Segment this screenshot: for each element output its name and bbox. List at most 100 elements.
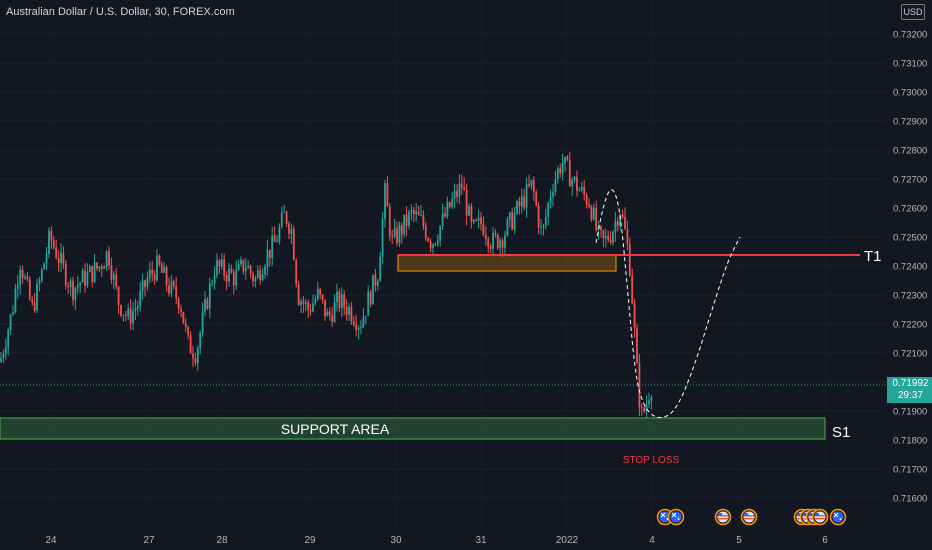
candle-body xyxy=(612,231,614,243)
y-tick-label: 0.72300 xyxy=(893,291,927,302)
candle-body xyxy=(43,263,46,270)
candle-body xyxy=(511,212,514,230)
candle-body xyxy=(141,280,144,292)
candle-body xyxy=(388,206,391,236)
candle-body xyxy=(220,259,223,267)
candle-body xyxy=(436,240,439,244)
candle-body xyxy=(336,291,338,303)
price-axis[interactable]: 0.73200 0.73100 0.73000 0.72900 0.72800 0.727… xyxy=(886,0,932,550)
candle-body xyxy=(247,266,250,269)
candle-body xyxy=(62,252,65,264)
candle-body xyxy=(381,218,384,257)
candle-body xyxy=(343,294,346,308)
candle-body xyxy=(453,190,456,199)
price-axis-bg xyxy=(886,0,932,550)
candle-body xyxy=(28,279,31,300)
candle-body xyxy=(475,219,478,221)
candle-body xyxy=(468,206,470,216)
candle-body xyxy=(535,192,538,206)
candle-body xyxy=(470,206,473,222)
candle-body xyxy=(391,235,394,237)
candle-body xyxy=(333,302,336,323)
candle-body xyxy=(122,314,125,316)
candle-body xyxy=(465,190,468,216)
candle-body xyxy=(160,264,163,273)
candle-body xyxy=(74,287,77,300)
candle-body xyxy=(194,358,197,364)
candle-body xyxy=(256,270,259,278)
time-axis[interactable]: 24 27 28 29 30 31 2022 4 5 6 xyxy=(0,528,886,550)
candle-body xyxy=(578,190,581,192)
candle-body xyxy=(520,196,523,207)
candle-body xyxy=(182,312,185,324)
candle-body xyxy=(127,308,130,316)
candle-body xyxy=(415,211,418,214)
candle-body xyxy=(588,204,590,207)
candle-body xyxy=(460,183,463,188)
candle-body xyxy=(280,212,283,228)
projection-path xyxy=(595,189,741,419)
candle-body xyxy=(360,327,362,329)
candle-body xyxy=(208,283,211,309)
us-flag-event-icon[interactable] xyxy=(811,508,829,526)
candle-body xyxy=(33,302,36,311)
candle-body xyxy=(532,179,535,193)
candle-body xyxy=(456,190,458,197)
candle-body xyxy=(422,214,425,227)
candle-body xyxy=(117,286,120,306)
support-area-box xyxy=(0,417,826,440)
candle-body xyxy=(429,241,432,248)
x-tick-label: 4 xyxy=(649,535,655,546)
us-flag-event-icon[interactable] xyxy=(714,508,732,526)
candle-body xyxy=(585,194,588,205)
candle-body xyxy=(408,212,410,226)
symbol-title: Australian Dollar / U.S. Dollar, 30, FOR… xyxy=(6,6,235,18)
y-tick-label: 0.71700 xyxy=(893,465,927,476)
candle-body xyxy=(439,225,442,241)
currency-badge[interactable]: USD xyxy=(901,4,925,20)
candle-body xyxy=(379,256,382,282)
candle-body xyxy=(648,400,650,405)
candle-body xyxy=(645,404,648,412)
candle-body xyxy=(638,363,641,408)
candle-body xyxy=(583,187,586,195)
us-flag-event-icon[interactable] xyxy=(740,508,758,526)
x-tick-label: 30 xyxy=(390,535,402,546)
candle-body xyxy=(372,274,374,305)
candle-body xyxy=(345,307,348,315)
candle-body xyxy=(432,244,434,248)
candle-body xyxy=(189,335,192,354)
candle-body xyxy=(405,214,408,226)
candle-body xyxy=(295,259,298,285)
candle-body xyxy=(105,251,108,267)
au-flag-event-icon[interactable] xyxy=(829,508,847,526)
candle-body xyxy=(187,326,190,336)
candle-body xyxy=(244,268,247,272)
economic-events-row[interactable] xyxy=(656,508,847,526)
candle-body xyxy=(115,274,118,287)
candle-body xyxy=(352,321,355,325)
candle-body xyxy=(81,270,84,283)
stop-loss-label: STOP LOSS xyxy=(623,455,680,466)
candle-body xyxy=(417,211,420,216)
candle-body xyxy=(501,240,504,248)
candle-body xyxy=(136,305,139,309)
candle-body xyxy=(55,247,58,259)
candle-body xyxy=(254,277,257,282)
support-area-label: SUPPORT AREA xyxy=(281,421,390,437)
candle-body xyxy=(328,311,331,316)
candle-body xyxy=(201,312,204,333)
candle-body xyxy=(326,311,329,317)
candle-body xyxy=(496,234,499,249)
candle-body xyxy=(98,266,101,269)
candle-body xyxy=(573,176,576,180)
time-axis-bg xyxy=(0,528,886,550)
candle-body xyxy=(492,232,494,249)
candle-body xyxy=(427,238,430,242)
candle-body xyxy=(168,285,170,294)
au-flag-event-icon[interactable] xyxy=(667,508,685,526)
candle-body xyxy=(312,303,314,312)
candle-body xyxy=(134,308,137,311)
candle-body xyxy=(124,314,127,316)
